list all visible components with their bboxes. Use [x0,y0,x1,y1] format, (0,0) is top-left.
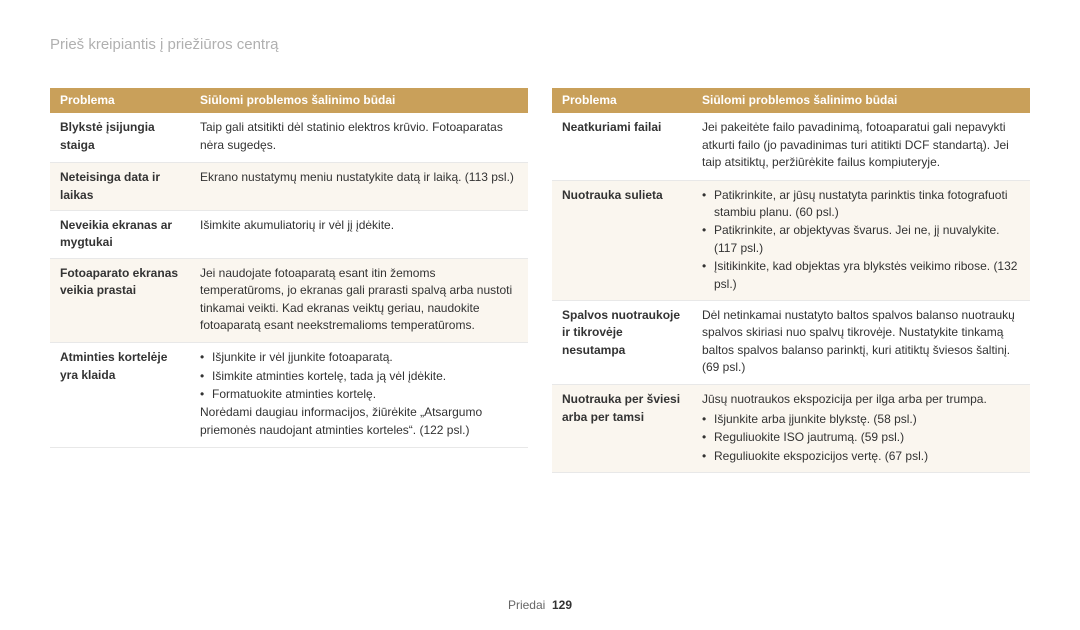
solution-cell: Išimkite akumuliatorių ir vėl jį įdėkite… [190,210,528,258]
solution-text: Ekrano nustatymų meniu nustatykite datą … [200,169,518,186]
solution-bullet: Išjunkite arba įjunkite blykstę. (58 psl… [702,411,1020,428]
table-row: Nuotrauka per šviesi arba per tamsi Jūsų … [552,385,1030,473]
col-header-problem: Problema [50,88,190,113]
solution-text-before: Jūsų nuotraukos ekspozicija per ilga arb… [702,391,1020,408]
table-row: Atminties kortelėje yra klaidaIšjunkite … [50,343,528,448]
table-row: Spalvos nuotraukoje ir tikrovėje nesutam… [552,300,1030,385]
problem-cell: Fotoaparato ekranas veikia prastai [50,258,190,343]
solution-bullet-list: Patikrinkite, ar jūsų nustatyta parinkti… [702,187,1020,293]
page-title: Prieš kreipiantis į priežiūros centrą [50,36,278,53]
problem-cell: Atminties kortelėje yra klaida [50,343,190,448]
solution-text: Jei naudojate fotoaparatą esant itin žem… [200,265,518,335]
page-footer: Priedai 129 [0,598,1080,612]
solution-bullet-list: Išjunkite arba įjunkite blykstę. (58 psl… [702,411,1020,465]
problem-cell: Neteisinga data ir laikas [50,163,190,211]
troubleshooting-table-left: Problema Siūlomi problemos šalinimo būda… [50,88,528,448]
col-header-solution: Siūlomi problemos šalinimo būdai [190,88,528,113]
solution-cell: Taip gali atsitikti dėl statinio elektro… [190,113,528,162]
troubleshooting-table-right: Problema Siūlomi problemos šalinimo būda… [552,88,1030,473]
right-column: Problema Siūlomi problemos šalinimo būda… [552,88,1030,473]
problem-cell: Nuotrauka sulieta [552,180,692,300]
solution-cell: Jei naudojate fotoaparatą esant itin žem… [190,258,528,343]
solution-bullet: Įsitikinkite, kad objektas yra blykstės … [702,258,1020,293]
table-row: Neveikia ekranas ar mygtukai Išimkite aku… [50,210,528,258]
table-row: Neteisinga data ir laikas Ekrano nustatym… [50,163,528,211]
solution-text: Jei pakeitėte failo pavadinimą, fotoapar… [702,119,1020,171]
solution-text: Dėl netinkamai nustatyto baltos spalvos … [702,307,1020,377]
problem-cell: Nuotrauka per šviesi arba per tamsi [552,385,692,473]
problem-cell: Spalvos nuotraukoje ir tikrovėje nesutam… [552,300,692,385]
col-header-problem: Problema [552,88,692,113]
content-columns: Problema Siūlomi problemos šalinimo būda… [50,88,1030,473]
col-header-solution: Siūlomi problemos šalinimo būdai [692,88,1030,113]
table-row: Neatkuriami failaiJei pakeitėte failo pa… [552,113,1030,180]
solution-cell: Dėl netinkamai nustatyto baltos spalvos … [692,300,1030,385]
solution-cell: Jei pakeitėte failo pavadinimą, fotoapar… [692,113,1030,180]
solution-text: Išimkite akumuliatorių ir vėl jį įdėkite… [200,217,518,234]
problem-cell: Blykstė įsijungia staiga [50,113,190,162]
solution-bullet-list: Išjunkite ir vėl įjunkite fotoaparatą. Iš… [200,349,518,403]
solution-bullet: Patikrinkite, ar jūsų nustatyta parinkti… [702,187,1020,222]
problem-cell: Neveikia ekranas ar mygtukai [50,210,190,258]
solution-bullet: Patikrinkite, ar objektyvas švarus. Jei … [702,222,1020,257]
table-row: Blykstė įsijungia staiga Taip gali atsiti… [50,113,528,162]
solution-text: Taip gali atsitikti dėl statinio elektro… [200,119,518,154]
solution-bullet: Išimkite atminties kortelę, tada ją vėl … [200,368,518,385]
solution-text-after: Norėdami daugiau informacijos, žiūrėkite… [200,404,518,439]
table-row: Fotoaparato ekranas veikia prastaiJei na… [50,258,528,343]
footer-page-number: 129 [552,598,572,612]
table-row: Nuotrauka sulieta Patikrinkite, ar jūsų n… [552,180,1030,300]
solution-cell: Išjunkite ir vėl įjunkite fotoaparatą. Iš… [190,343,528,448]
footer-label: Priedai [508,598,545,612]
left-column: Problema Siūlomi problemos šalinimo būda… [50,88,528,473]
solution-bullet: Reguliuokite ekspozicijos vertę. (67 psl… [702,448,1020,465]
solution-bullet: Formatuokite atminties kortelę. [200,386,518,403]
solution-cell: Jūsų nuotraukos ekspozicija per ilga arb… [692,385,1030,473]
solution-bullet: Išjunkite ir vėl įjunkite fotoaparatą. [200,349,518,366]
solution-cell: Ekrano nustatymų meniu nustatykite datą … [190,163,528,211]
solution-bullet: Reguliuokite ISO jautrumą. (59 psl.) [702,429,1020,446]
solution-cell: Patikrinkite, ar jūsų nustatyta parinkti… [692,180,1030,300]
problem-cell: Neatkuriami failai [552,113,692,180]
